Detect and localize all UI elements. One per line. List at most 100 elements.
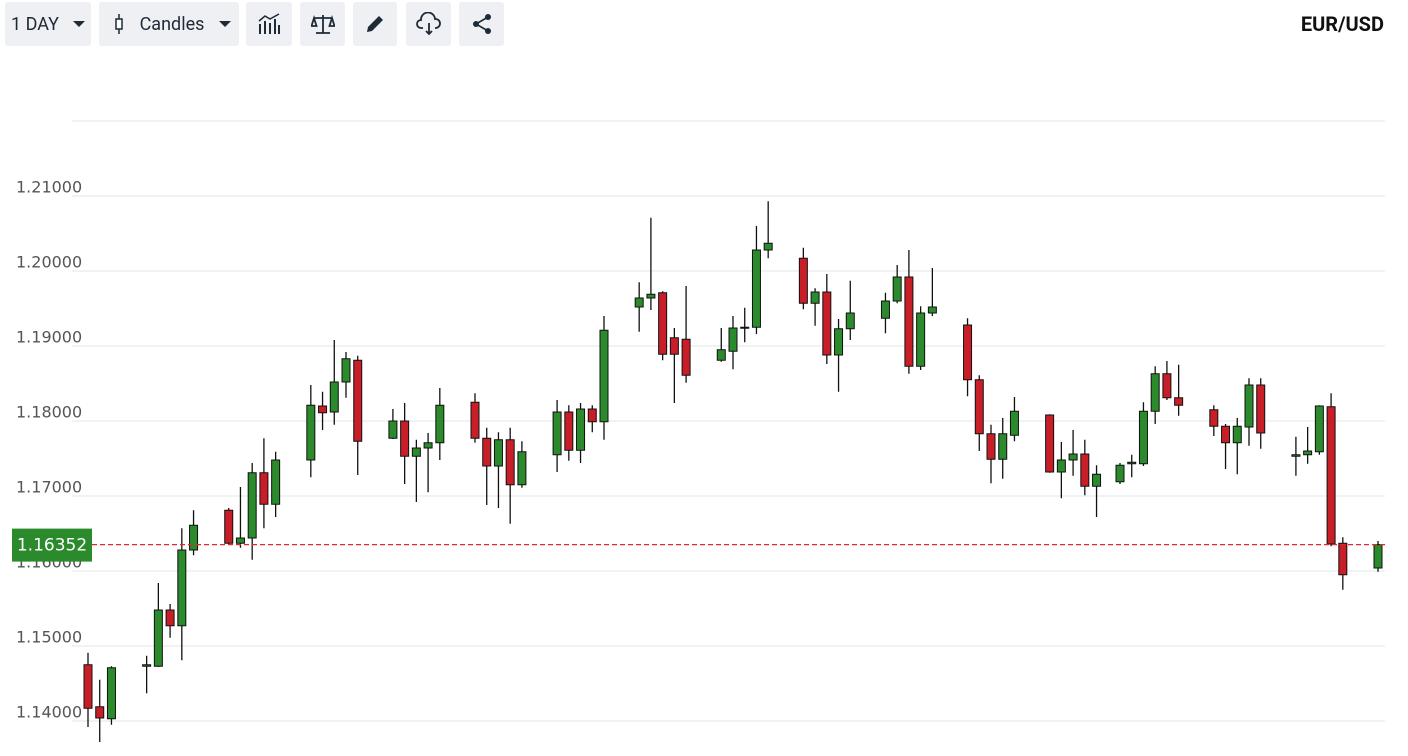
candle-body (1326, 406, 1336, 545)
candle-body (353, 359, 363, 442)
candle-body (845, 312, 855, 330)
chart-type-label: Candles (139, 13, 205, 35)
y-tick-label: 1.20000 (16, 253, 82, 272)
candle-body (880, 300, 890, 319)
candle-body (1092, 473, 1102, 487)
indicators-icon (258, 13, 280, 34)
candle-body (916, 312, 926, 367)
interval-label: 1 DAY (11, 13, 59, 35)
candle-body (1314, 405, 1324, 453)
candle-body (763, 242, 773, 251)
candle-body (576, 408, 586, 451)
candle-body (1080, 453, 1090, 487)
interval-button[interactable]: 1 DAY (5, 2, 91, 46)
candle-body (974, 379, 984, 435)
candle-body (306, 404, 316, 461)
candle-body (106, 667, 116, 720)
candle-body (505, 439, 515, 486)
candle-body (927, 306, 937, 314)
candle-body (482, 437, 492, 467)
candle-body (834, 328, 844, 356)
candle-body (798, 257, 808, 304)
indicators-button[interactable] (246, 2, 292, 46)
candle-body (740, 326, 750, 329)
candle-body (177, 549, 187, 627)
candle-body (986, 433, 996, 460)
candle-body (329, 381, 339, 413)
chart-type-button[interactable]: Candles (99, 2, 239, 46)
candle-body (83, 664, 93, 709)
y-tick-label: 1.21000 (16, 178, 82, 197)
candle-body (1174, 397, 1184, 406)
candle-body (153, 609, 163, 667)
candle-body (435, 404, 445, 444)
candle-body (142, 664, 152, 667)
candle-body (224, 509, 234, 544)
candle-body (810, 291, 820, 304)
caret (73, 21, 85, 27)
candle-body (1127, 461, 1137, 465)
y-tick-label: 1.16000 (16, 553, 82, 572)
candle-body (189, 524, 199, 551)
candle-body (1045, 414, 1055, 473)
candle-body (904, 276, 914, 367)
candle-body (822, 291, 832, 356)
y-tick-label: 1.19000 (16, 328, 82, 347)
candle-body (95, 706, 105, 719)
caret (219, 21, 231, 27)
candle-body (247, 472, 257, 539)
candle-body (564, 411, 574, 451)
download-button[interactable] (406, 2, 451, 46)
candle-body (1115, 464, 1125, 483)
y-tick-label: 1.14000 (16, 703, 82, 722)
candle-body (1232, 425, 1242, 444)
compare-icon (310, 14, 335, 34)
candle-body (1056, 459, 1066, 473)
candle-body (1291, 454, 1301, 457)
candle-body (1303, 450, 1313, 456)
candle-body (259, 472, 269, 505)
candle-body (552, 411, 562, 456)
share-icon (472, 14, 491, 34)
candle-icon (115, 14, 123, 34)
candle-body (1221, 425, 1231, 444)
last-price-box (12, 528, 92, 562)
candle-body (587, 408, 597, 423)
candle-body (1162, 373, 1172, 399)
candle-body (751, 249, 761, 328)
candle-body (1209, 409, 1219, 427)
candle-body (1068, 453, 1078, 461)
candle-body (634, 297, 644, 308)
candle-body (517, 451, 527, 486)
cloud-icon (415, 12, 441, 36)
candle-body (963, 324, 973, 381)
candle-body (388, 420, 398, 439)
draw-button[interactable] (353, 2, 397, 46)
candle-body (341, 358, 351, 383)
chart-title: EUR/USD (1300, 12, 1384, 36)
candle-body (318, 405, 328, 414)
pencil-icon (367, 16, 383, 32)
candle-body (728, 327, 738, 352)
candle-body (658, 292, 668, 355)
candle-body (493, 439, 503, 467)
candle-body (1138, 410, 1148, 465)
candle-body (470, 401, 480, 439)
y-tick-label: 1.15000 (16, 628, 82, 647)
candle-body (1338, 542, 1348, 576)
share-button[interactable] (459, 2, 504, 46)
y-tick-label: 1.18000 (16, 403, 82, 422)
compare-button[interactable] (300, 2, 345, 46)
last-price-label: 1.16352 (17, 536, 87, 556)
candle-body (599, 329, 609, 423)
candle-body (669, 337, 679, 355)
candle-body (165, 609, 175, 627)
y-tick-label: 1.17000 (16, 478, 82, 497)
candle-body (998, 433, 1008, 460)
candle-body (271, 459, 281, 505)
candle-body (1244, 384, 1254, 428)
candle-body (1009, 410, 1019, 436)
candle-body (423, 442, 433, 449)
